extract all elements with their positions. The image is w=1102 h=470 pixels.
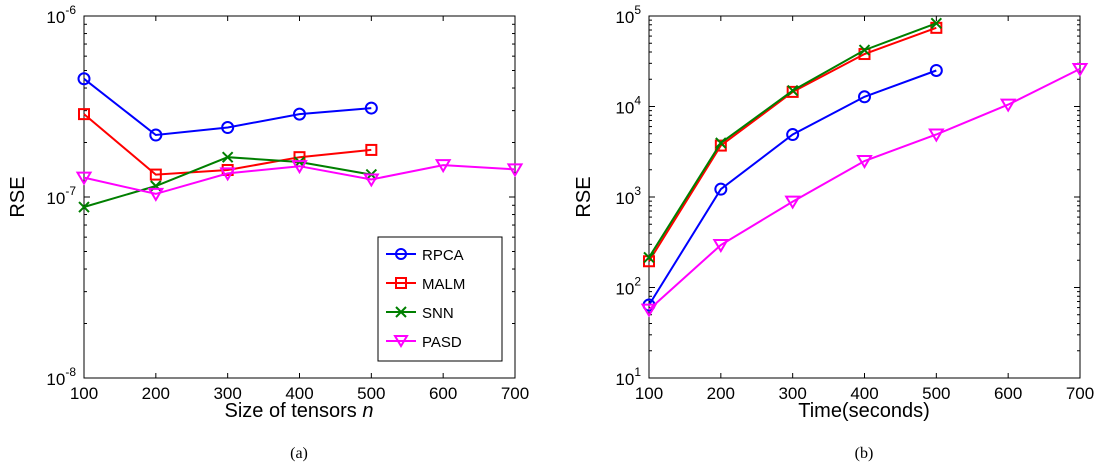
point-malm-a-500 [365, 143, 378, 156]
ticks-a: 100 200 300 400 500 600 700 10-8 10-7 10-6 [46, 3, 529, 403]
point-pasd-a-600 [434, 159, 452, 174]
point-rpca-a-200 [149, 128, 163, 142]
point-rpca-b-500 [929, 63, 943, 77]
x-tick-label-b-400: 400 [850, 384, 878, 403]
point-snn-b-100 [643, 251, 655, 264]
series-line-rpca-a [83, 78, 372, 137]
y-tick-label-a-10e-8: 10-8 [46, 365, 76, 389]
point-pasd-b-100 [640, 303, 658, 318]
series-line-pasd-b [648, 68, 1081, 311]
point-pasd-b-200 [712, 238, 730, 253]
x-tick-label-a-700: 700 [501, 384, 529, 403]
point-pasd-a-300 [219, 167, 236, 182]
point-rpca-b-200 [714, 182, 728, 196]
point-rpca-b-400 [858, 90, 871, 104]
x-tick-label-a-300: 300 [213, 384, 241, 403]
caption-a: (a) [290, 445, 308, 462]
y-tick-label-a-10e-6: 10-6 [46, 3, 76, 27]
point-rpca-a-500 [364, 101, 378, 115]
y-tick-label-b-10e2: 102 [615, 275, 641, 299]
series-layer-a [75, 72, 524, 213]
point-rpca-b-300 [786, 128, 800, 142]
series-line-pasd-a [83, 164, 516, 195]
y-tick-label-a-10e-7: 10-7 [46, 184, 76, 208]
point-pasd-a-200 [147, 187, 165, 202]
legend-marker-pasd [393, 335, 409, 348]
point-snn-a-100 [78, 201, 90, 213]
y-tick-label-b-10e5: 105 [615, 3, 641, 27]
point-pasd-b-300 [784, 195, 801, 210]
chart-panel-a: 100 200 300 400 500 600 700 10-8 10-7 10-6 RSE Si… [7, 3, 529, 462]
series-pasd-a [75, 159, 524, 202]
x-axis-label-b: Time(seconds) [798, 400, 930, 422]
x-tick-label-b-100: 100 [635, 384, 663, 403]
legend-label-snn: SNN [422, 305, 454, 322]
point-rpca-a-300 [221, 121, 235, 135]
legend: RPCA MALM SNN PASD [377, 236, 503, 362]
y-tick-label-b-10e4: 104 [615, 94, 641, 118]
point-pasd-a-700 [506, 163, 524, 178]
point-malm-a-200 [149, 168, 162, 181]
point-malm-b-300 [786, 85, 799, 98]
point-snn-b-300 [786, 84, 799, 97]
y-axis-label-b: RSE [573, 176, 595, 217]
x-tick-label-b-500: 500 [922, 384, 950, 403]
point-snn-b-500 [930, 17, 943, 30]
series-line-rpca-b [648, 69, 937, 306]
point-pasd-b-700 [1071, 62, 1089, 77]
legend-item-pasd: PASD [386, 334, 462, 351]
point-snn-a-300 [221, 151, 234, 163]
series-layer-b [640, 17, 1089, 318]
point-snn-b-400 [858, 44, 871, 56]
caption-b: (b) [855, 445, 874, 462]
x-tick-label-b-700: 700 [1066, 384, 1094, 403]
point-pasd-b-500 [928, 128, 945, 143]
series-snn-b [643, 17, 943, 264]
point-pasd-a-100 [75, 171, 93, 186]
x-tick-label-b-200: 200 [707, 384, 735, 403]
point-pasd-a-500 [363, 173, 380, 188]
x-axis-label-var-a: n [362, 400, 373, 422]
plot-area-b [648, 15, 1081, 379]
x-tick-label-b-600: 600 [994, 384, 1022, 403]
point-snn-b-200 [715, 137, 727, 149]
x-tick-label-a-600: 600 [429, 384, 457, 403]
series-malm-a [78, 108, 378, 181]
x-tick-label-a-200: 200 [142, 384, 170, 403]
chart-panel-b: 100 200 300 400 500 600 700 101 102 103 104 105 RSE… [573, 3, 1094, 462]
y-tick-label-b-10e1: 101 [615, 365, 641, 389]
point-rpca-a-100 [77, 72, 91, 86]
series-line-malm-a [83, 113, 372, 176]
point-malm-a-100 [78, 108, 90, 121]
point-malm-b-200 [714, 139, 727, 152]
x-tick-label-a-100: 100 [70, 384, 98, 403]
series-rpca-a [77, 72, 378, 142]
legend-label-malm: MALM [422, 276, 465, 293]
y-axis-label-a: RSE [7, 176, 29, 217]
point-rpca-a-400 [293, 107, 306, 121]
legend-marker-malm [395, 277, 407, 289]
legend-item-rpca: RPCA [386, 247, 464, 264]
point-pasd-b-400 [856, 154, 873, 169]
legend-item-malm: MALM [386, 276, 465, 293]
point-pasd-a-400 [291, 160, 308, 175]
point-pasd-b-600 [999, 98, 1017, 113]
x-tick-label-a-500: 500 [357, 384, 385, 403]
legend-label-pasd: PASD [422, 334, 462, 351]
x-axis-label-a: Size of tensors n [225, 400, 374, 422]
legend-label-rpca: RPCA [422, 247, 464, 264]
x-axis-label-text-a: Size of tensors [225, 400, 363, 422]
x-tick-label-a-400: 400 [285, 384, 313, 403]
x-tick-label-b-300: 300 [778, 384, 806, 403]
axes-frame-b [648, 15, 1081, 379]
legend-marker-snn [395, 306, 407, 318]
y-tick-label-b-10e3: 103 [615, 184, 641, 208]
legend-item-snn: SNN [386, 305, 454, 322]
legend-marker-rpca [395, 248, 407, 260]
ticks-b: 100 200 300 400 500 600 700 101 102 103 104 105 [615, 3, 1094, 403]
series-pasd-b [640, 62, 1089, 318]
series-rpca-b [642, 63, 943, 312]
